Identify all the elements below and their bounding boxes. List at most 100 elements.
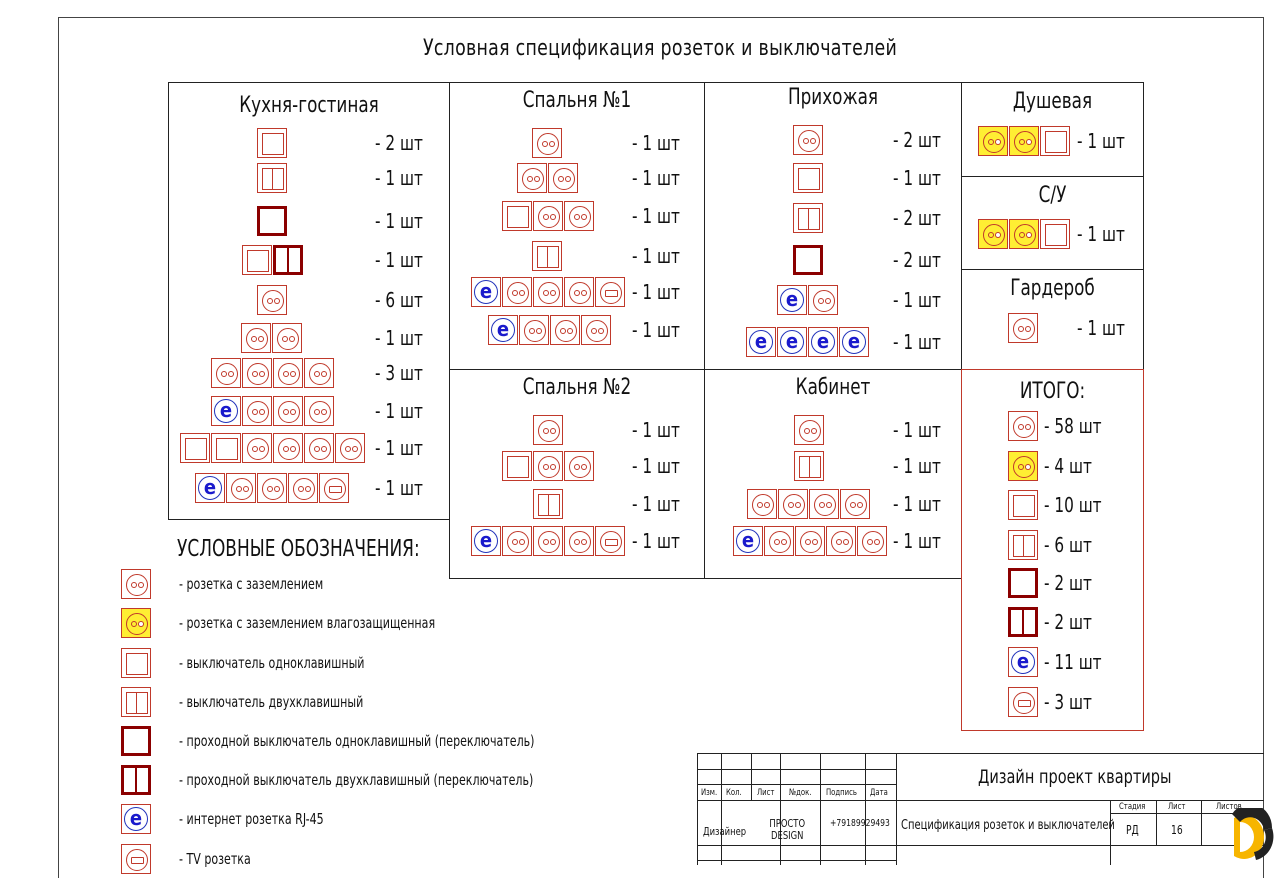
device-group: e <box>471 276 625 308</box>
stamp-header: Лист <box>1168 802 1186 812</box>
spec-row: - 1 шт <box>0 162 1280 194</box>
wet-socket-icon <box>1009 126 1039 156</box>
device-count: - 1 шт <box>632 166 680 190</box>
device-group <box>502 450 594 482</box>
device-group <box>533 414 563 446</box>
ethernet-socket-icon: e <box>733 526 763 556</box>
device-group <box>180 432 365 464</box>
device-count: - 1 шт <box>893 330 941 354</box>
room-title: Кабинет <box>795 375 871 400</box>
device-group <box>1008 410 1038 442</box>
spec-row: - 1 шт <box>0 432 1280 464</box>
device-group: e <box>488 314 611 346</box>
device-group <box>211 357 334 389</box>
single-switch-icon <box>502 201 532 231</box>
spec-row: - 2 шт <box>0 124 1280 156</box>
socket-icon <box>304 358 334 388</box>
total-summary: ИТОГО: <box>961 369 1144 731</box>
room-office: Кабинет <box>704 369 962 579</box>
socket-icon <box>564 451 594 481</box>
double-switch-icon <box>793 203 823 233</box>
spec-row: - 1 шт <box>0 205 1280 237</box>
ethernet-socket-icon: e <box>195 473 225 503</box>
ethernet-socket-icon: e <box>777 285 807 315</box>
sheet-title: Спецификация розеток и выключателей <box>901 818 1115 833</box>
socket-icon <box>533 526 563 556</box>
page-title: Условная спецификация розеток и выключат… <box>422 36 898 61</box>
device-count: - 10 шт <box>1044 493 1102 517</box>
device-count: - 1 шт <box>632 204 680 228</box>
single-switch-icon <box>1040 219 1070 249</box>
legend-label: - розетка с заземлением <box>179 575 324 593</box>
socket-icon <box>241 323 271 353</box>
socket-icon <box>564 277 594 307</box>
legend-item: - проходной выключатель двухклавишный (п… <box>121 765 621 797</box>
legend-item: - розетка с заземлением влагозащищенная <box>121 608 621 640</box>
double-switch-icon <box>1008 530 1038 560</box>
spec-row: e - 1 шт <box>0 525 1280 557</box>
legend-label: - интернет розетка RJ-45 <box>179 810 324 828</box>
socket-icon <box>581 315 611 345</box>
stamp-header: Дата <box>870 788 888 798</box>
spec-row: - 1 шт <box>0 240 1280 272</box>
device-group <box>242 244 303 276</box>
device-count: - 1 шт <box>375 209 423 233</box>
socket-icon <box>273 358 303 388</box>
single-switch-icon <box>211 433 241 463</box>
ethernet-socket-icon: e <box>471 526 501 556</box>
socket-icon <box>335 433 365 463</box>
device-count: - 6 шт <box>1044 533 1092 557</box>
single-switch-icon <box>793 163 823 193</box>
socket-icon <box>272 323 302 353</box>
spec-row: - 1 шт <box>0 488 1280 520</box>
device-group <box>532 127 562 159</box>
spec-row: - 1 шт <box>0 414 1280 446</box>
stamp-role: Дизайнер <box>703 825 747 838</box>
device-count: - 2 шт <box>893 206 941 230</box>
legend-item: - розетка с заземлением <box>121 569 621 601</box>
socket-icon <box>257 285 287 315</box>
legend-heading: УСЛОВНЫЕ ОБОЗНАЧЕНИЯ: <box>177 536 420 562</box>
legend-label: - выключатель одноклавишный <box>179 654 365 672</box>
device-count: - 1 шт <box>632 492 680 516</box>
device-group <box>1008 489 1038 521</box>
legend-label: - розетка с заземлением влагозащищенная <box>179 614 436 632</box>
device-count: - 1 шт <box>893 454 941 478</box>
legend-label: - проходной выключатель одноклавишный (п… <box>179 732 535 750</box>
spec-row: - 1 шт <box>0 488 1280 520</box>
device-count: - 1 шт <box>375 399 423 423</box>
device-group <box>1008 606 1038 638</box>
device-group <box>793 244 823 276</box>
device-group <box>257 127 287 159</box>
device-group <box>1008 312 1038 344</box>
device-group <box>257 162 287 194</box>
socket-icon <box>550 315 580 345</box>
device-group: e <box>211 395 334 427</box>
stamp-header: Листов <box>1216 802 1242 812</box>
tv-socket-icon <box>595 526 625 556</box>
legend-item: - проходной выключатель одноклавишный (п… <box>121 726 621 758</box>
device-count: - 1 шт <box>632 131 680 155</box>
spec-row: - 1 шт <box>0 125 1280 157</box>
single-switch-icon <box>121 648 151 678</box>
spec-row: - 3 шт <box>0 357 1280 389</box>
wet-socket-icon <box>978 126 1008 156</box>
socket-icon <box>809 489 839 519</box>
pass-through-switch-icon <box>257 206 287 236</box>
device-group <box>747 488 870 520</box>
device-group <box>794 414 824 446</box>
socket-icon <box>502 277 532 307</box>
spec-row: - 1 шт <box>0 218 1280 250</box>
socket-icon <box>548 163 578 193</box>
socket-icon <box>1008 411 1038 441</box>
device-group <box>978 125 1070 157</box>
socket-icon <box>795 526 825 556</box>
double-switch-icon <box>121 687 151 717</box>
title-block: Изм. Кол. Лист №док. Подпись Дата Дизайн… <box>697 753 1264 865</box>
device-count: - 2 шт <box>1044 610 1092 634</box>
socket-icon <box>794 415 824 445</box>
spec-row: - 2 шт <box>0 567 1280 599</box>
device-count: - 3 шт <box>375 361 423 385</box>
device-count: - 1 шт <box>632 280 680 304</box>
